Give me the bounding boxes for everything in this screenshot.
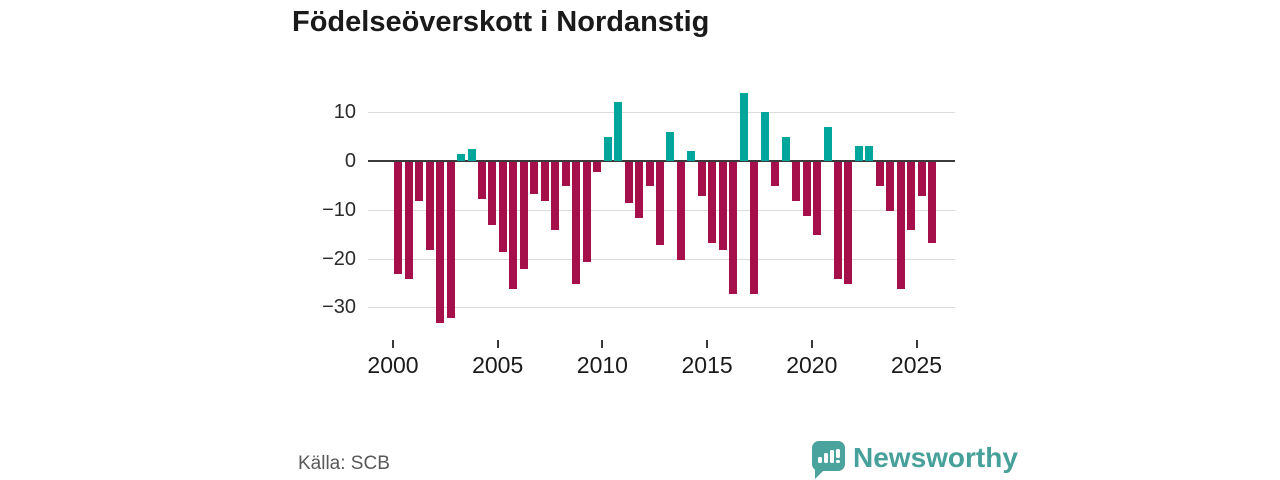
bar-2017-H2[interactable] <box>760 112 769 161</box>
bar-2005-H1[interactable] <box>498 162 507 253</box>
bar-2024-H1[interactable] <box>896 162 905 289</box>
bar-2021-H1[interactable] <box>833 162 842 280</box>
bar-chart-speech-bubble-icon <box>812 441 845 479</box>
bar-2012-H1[interactable] <box>645 162 654 187</box>
y-gridline <box>368 259 955 260</box>
x-tick-label: 2010 <box>576 352 628 378</box>
bar-2022-H1[interactable] <box>854 146 863 161</box>
bar-2001-H1[interactable] <box>415 162 424 202</box>
x-tick <box>601 340 604 348</box>
bar-2023-H2[interactable] <box>886 162 895 211</box>
bar-2015-H1[interactable] <box>708 162 717 243</box>
bar-2006-H1[interactable] <box>519 162 528 270</box>
bar-2013-H2[interactable] <box>676 162 685 260</box>
bar-2020-H1[interactable] <box>813 162 822 236</box>
bar-2011-H2[interactable] <box>635 162 644 219</box>
source-text: Källa: SCB <box>298 453 390 474</box>
x-tick-label: 2000 <box>367 352 419 378</box>
bar-2025-H1[interactable] <box>917 162 926 197</box>
bar-2003-H2[interactable] <box>467 148 476 161</box>
y-gridline <box>368 112 955 113</box>
bar-2002-H1[interactable] <box>436 162 445 324</box>
bar-2011-H1[interactable] <box>624 162 633 204</box>
bar-2009-H1[interactable] <box>582 162 591 263</box>
bar-2013-H1[interactable] <box>666 131 675 161</box>
bar-2012-H2[interactable] <box>655 162 664 245</box>
bar-2015-H2[interactable] <box>718 162 727 250</box>
bar-2016-H2[interactable] <box>739 92 748 161</box>
x-tick <box>915 340 918 348</box>
bar-2001-H2[interactable] <box>425 162 434 250</box>
y-tick-label: −30 <box>322 296 356 319</box>
bar-2010-H2[interactable] <box>614 102 623 161</box>
y-gridline <box>368 307 955 308</box>
bar-2008-H1[interactable] <box>561 162 570 187</box>
bar-2009-H2[interactable] <box>593 162 602 172</box>
x-tick-label: 2025 <box>890 352 943 378</box>
y-tick-label: 10 <box>333 101 356 124</box>
bar-2007-H2[interactable] <box>551 162 560 231</box>
bar-2002-H2[interactable] <box>446 162 455 319</box>
bar-2019-H2[interactable] <box>802 162 811 216</box>
bar-2020-H2[interactable] <box>823 126 832 161</box>
chart-title: Födelseöverskott i Nordanstig <box>292 6 710 38</box>
bar-2007-H1[interactable] <box>540 162 549 202</box>
y-tick-label: −10 <box>322 198 356 221</box>
bar-2000-H2[interactable] <box>404 162 413 280</box>
bar-2010-H1[interactable] <box>603 136 612 161</box>
bar-2000-H1[interactable] <box>394 162 403 275</box>
bar-2025-H2[interactable] <box>928 162 937 243</box>
x-tick <box>496 340 499 348</box>
bar-2014-H1[interactable] <box>687 151 696 161</box>
bar-2021-H2[interactable] <box>844 162 853 284</box>
bar-2014-H2[interactable] <box>697 162 706 197</box>
x-tick-label: 2005 <box>472 352 524 378</box>
bar-2004-H1[interactable] <box>477 162 486 199</box>
x-tick-label: 2015 <box>681 352 733 378</box>
bar-2003-H1[interactable] <box>457 153 466 161</box>
bar-2018-H1[interactable] <box>771 162 780 187</box>
bar-2022-H2[interactable] <box>865 146 874 161</box>
bar-2004-H2[interactable] <box>488 162 497 226</box>
bar-2023-H1[interactable] <box>875 162 884 187</box>
bar-2016-H1[interactable] <box>729 162 738 294</box>
bar-2019-H1[interactable] <box>792 162 801 202</box>
x-tick <box>706 340 709 348</box>
x-tick <box>810 340 813 348</box>
bar-2005-H2[interactable] <box>509 162 518 289</box>
bar-2008-H2[interactable] <box>572 162 581 284</box>
x-tick <box>392 340 394 348</box>
bar-2018-H2[interactable] <box>781 136 790 161</box>
zero-axis-line <box>368 160 955 162</box>
newsworthy-logo-text: Newsworthy <box>853 442 1018 473</box>
y-tick-label: 0 <box>344 150 356 172</box>
bar-2024-H2[interactable] <box>907 162 916 231</box>
bar-2006-H2[interactable] <box>530 162 539 194</box>
x-tick-label: 2020 <box>786 352 838 378</box>
y-tick-label: −20 <box>322 247 356 270</box>
bar-2017-H1[interactable] <box>750 162 759 294</box>
